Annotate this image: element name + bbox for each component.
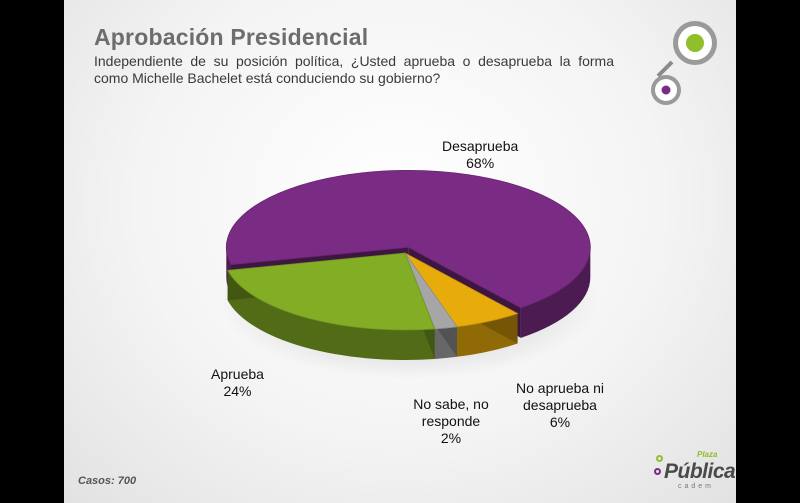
pie-chart bbox=[219, 169, 599, 380]
chart-title: Aprobación Presidencial bbox=[94, 24, 369, 50]
brand-small: Plaza bbox=[697, 450, 718, 459]
slice-label-aprueba: Aprueba 24% bbox=[211, 366, 264, 400]
logo-circles-icon bbox=[651, 21, 717, 105]
slice-value: 2% bbox=[440, 430, 462, 446]
brand-sub: cadem bbox=[678, 483, 715, 490]
slice-label-no-aprueba-ni-desaprueba: No aprueba ni desaprueba 6% bbox=[514, 380, 606, 431]
slice-aprueba-side bbox=[227, 270, 435, 361]
brand-logo: Pública Plaza cadem bbox=[652, 450, 736, 494]
cases-count: Casos: 700 bbox=[78, 475, 137, 487]
slice-value: 24% bbox=[223, 383, 252, 399]
slice-desaprueba bbox=[225, 169, 591, 309]
brand-name: Pública bbox=[664, 460, 736, 483]
brand-dot-purple-icon bbox=[654, 468, 661, 475]
slice-name: Aprueba bbox=[211, 366, 264, 382]
brand-dot-green-icon bbox=[656, 455, 663, 462]
slice-label-no-sabe: No sabe, no responde 2% bbox=[406, 396, 496, 447]
slice-name: No aprueba ni desaprueba bbox=[516, 380, 604, 413]
slice-label-desaprueba: Desaprueba 68% bbox=[442, 138, 518, 172]
slice-value: 6% bbox=[549, 414, 571, 430]
slice-value: 68% bbox=[466, 155, 495, 171]
slide: Aprobación Presidencial Independiente de… bbox=[64, 0, 736, 503]
slice-name: No sabe, no responde bbox=[413, 396, 489, 429]
chart-subtitle: Independiente de su posición política, ¿… bbox=[94, 53, 614, 86]
slice-aprueba bbox=[227, 252, 436, 331]
slice-name: Desaprueba bbox=[442, 138, 519, 154]
